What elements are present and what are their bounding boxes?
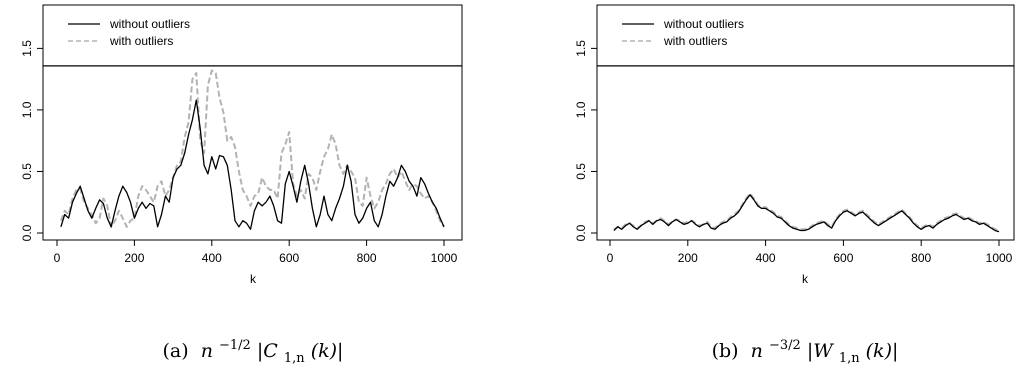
- x-tick-label: 0: [607, 251, 614, 265]
- x-axis-label-b: k: [802, 272, 809, 286]
- plot-area-b: 0 200 400 600 800 1000 0.0 0.5 1.0 1.5: [574, 4, 1015, 265]
- legend-b: without outliers with outliers: [622, 17, 744, 48]
- y-tick-label: 1.0: [574, 101, 588, 118]
- y-tick-label: 1.5: [20, 40, 34, 57]
- y-tick-label: 1.5: [574, 40, 588, 57]
- caption-b: (b) n −3/2 |W 1,n (k)|: [712, 332, 899, 367]
- series-without-outliers: [613, 194, 1000, 233]
- caption-b-exp: −3/2: [769, 338, 801, 353]
- y-tick-label: 1.0: [20, 101, 34, 118]
- x-tick-label: 600: [833, 251, 853, 265]
- x-tick-label: 0: [54, 251, 61, 265]
- legend-label-with-outliers: with outliers: [109, 34, 173, 48]
- series-with-outliers: [59, 69, 445, 228]
- x-axis-label-a: k: [250, 272, 257, 286]
- y-tick-label: 0.0: [20, 224, 34, 241]
- legend-label-without-outliers: without outliers: [109, 17, 190, 31]
- caption-a-sub: 1,n: [284, 351, 305, 366]
- y-tick-label: 0.5: [574, 163, 588, 180]
- x-tick-label: 600: [279, 251, 299, 265]
- panel-a: 0 200 400 600 800 1000 0.0 0.5 1.0 1.5 without ou…: [20, 4, 463, 367]
- legend-a: without outliers with outliers: [68, 17, 190, 48]
- x-tick-label: 400: [756, 251, 776, 265]
- legend-label-with-outliers: with outliers: [663, 34, 727, 48]
- x-tick-label: 200: [678, 251, 698, 265]
- caption-b-letter: (b): [712, 340, 739, 362]
- caption-a-arg: (k)|: [311, 340, 344, 362]
- caption-a-exp: −1/2: [219, 338, 251, 353]
- x-tick-label: 200: [124, 251, 144, 265]
- x-tick-label: 1000: [986, 251, 1013, 265]
- caption-a-letter: (a): [163, 340, 189, 362]
- y-tick-label: 0.0: [574, 224, 588, 241]
- caption-b-base: n: [751, 340, 763, 362]
- x-tick-label: 1000: [431, 251, 458, 265]
- caption-a-base: n: [201, 340, 213, 362]
- plot-frame: [42, 4, 463, 241]
- x-tick-label: 800: [357, 251, 377, 265]
- caption-b-body: |W: [807, 340, 834, 362]
- caption-b-sub: 1,n: [839, 351, 860, 366]
- series-without-outliers: [60, 99, 445, 230]
- caption-a-body: |C: [257, 340, 278, 362]
- series-with-outliers: [613, 192, 1000, 232]
- plot-area-a: 0 200 400 600 800 1000 0.0 0.5 1.0 1.5: [20, 4, 463, 265]
- legend-label-without-outliers: without outliers: [663, 17, 744, 31]
- caption-b-arg: (k)|: [866, 340, 899, 362]
- x-tick-label: 400: [202, 251, 222, 265]
- panel-b: 0 200 400 600 800 1000 0.0 0.5 1.0 1.5 without ou…: [574, 4, 1015, 367]
- caption-a: (a) n −1/2 |C 1,n (k)|: [163, 332, 344, 367]
- y-tick-label: 0.5: [20, 163, 34, 180]
- x-tick-label: 800: [911, 251, 931, 265]
- plot-frame: [596, 4, 1015, 241]
